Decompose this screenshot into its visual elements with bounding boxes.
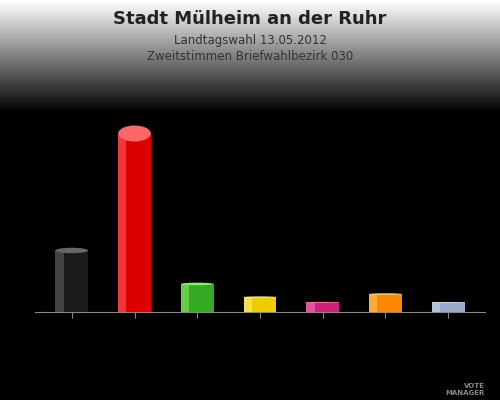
Bar [244,297,252,312]
Bar [56,250,88,312]
Ellipse shape [118,126,151,142]
Text: 55,78 %: 55,78 % [113,120,156,130]
Ellipse shape [244,296,276,298]
Bar [56,250,64,312]
Text: VOTE
MANAGER: VOTE MANAGER [446,383,485,396]
Text: 5,60 %: 5,60 % [368,280,404,290]
Bar [181,284,214,312]
Text: 4,66 %: 4,66 % [242,283,278,293]
Bar [306,302,314,312]
Bar [432,302,440,312]
Text: 19,22 %: 19,22 % [50,237,94,247]
Bar [369,294,402,312]
Bar [432,302,464,312]
Text: 8,77 %: 8,77 % [179,270,216,280]
Text: Zweitstimmen Briefwahlbezirk 030: Zweitstimmen Briefwahlbezirk 030 [147,50,353,63]
Text: Stadt Mülheim an der Ruhr: Stadt Mülheim an der Ruhr [114,10,386,28]
Bar [244,297,276,312]
Bar [306,302,339,312]
Ellipse shape [181,283,214,285]
Ellipse shape [56,248,88,253]
Ellipse shape [369,293,402,295]
Text: 2,99 %: 2,99 % [430,288,467,298]
Bar [118,134,126,312]
Ellipse shape [432,302,464,303]
Text: 2,99 %: 2,99 % [304,288,341,298]
Bar [369,294,378,312]
Text: Landtagswahl 13.05.2012: Landtagswahl 13.05.2012 [174,34,326,47]
Ellipse shape [306,302,339,303]
Bar [181,284,189,312]
Bar [118,134,151,312]
